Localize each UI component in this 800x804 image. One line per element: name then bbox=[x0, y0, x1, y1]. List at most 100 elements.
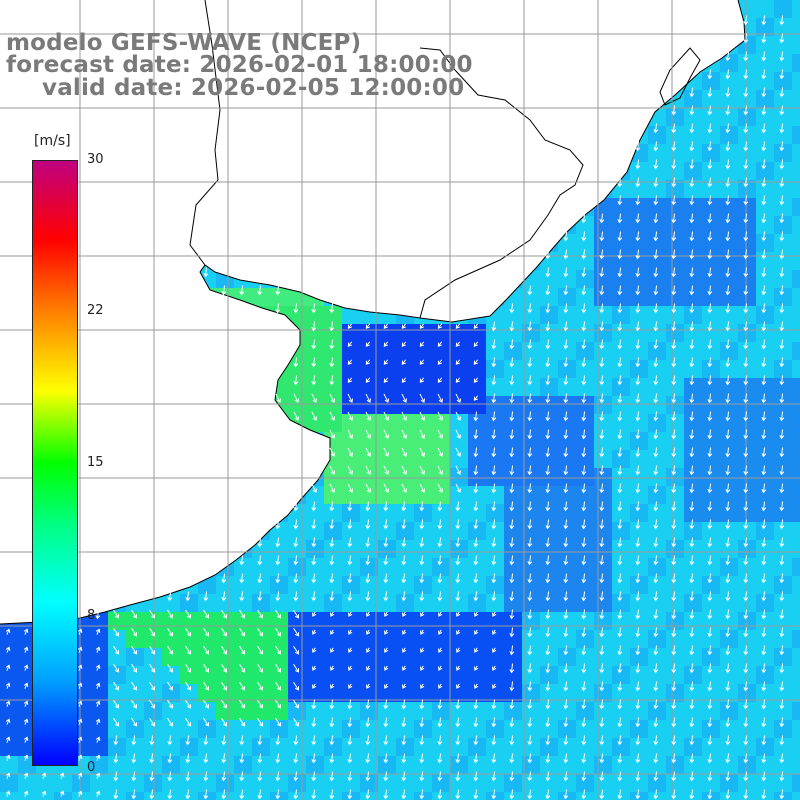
wind-speed-cell bbox=[558, 756, 576, 774]
wind-speed-cell bbox=[540, 702, 558, 720]
wind-speed-cell bbox=[432, 576, 450, 594]
wind-speed-cell bbox=[504, 486, 522, 504]
wind-arrow bbox=[383, 393, 389, 403]
wind-speed-cell bbox=[648, 414, 666, 432]
wind-arrow bbox=[419, 483, 425, 493]
wind-arrow bbox=[419, 555, 425, 566]
wind-speed-cell bbox=[162, 648, 180, 666]
wind-arrow bbox=[599, 501, 605, 512]
wind-arrow bbox=[473, 395, 479, 401]
wind-arrow bbox=[185, 717, 192, 727]
wind-arrow bbox=[725, 249, 731, 260]
wind-arrow bbox=[527, 429, 533, 440]
wind-arrow bbox=[401, 393, 407, 403]
wind-arrow bbox=[113, 645, 120, 655]
wind-speed-cell bbox=[558, 306, 576, 324]
wind-speed-cell bbox=[702, 288, 720, 306]
wind-speed-cell bbox=[360, 468, 378, 486]
wind-arrow bbox=[653, 753, 659, 764]
wind-arrow bbox=[689, 303, 695, 314]
wind-speed-cell bbox=[630, 378, 648, 396]
wind-speed-cell bbox=[558, 450, 576, 468]
wind-arrow bbox=[438, 629, 443, 635]
wind-arrow bbox=[329, 303, 335, 314]
wind-speed-cell bbox=[486, 324, 504, 342]
wind-speed-cell bbox=[792, 144, 800, 162]
wind-speed-cell bbox=[414, 504, 432, 522]
wind-arrow bbox=[167, 789, 173, 800]
wind-speed-cell bbox=[288, 396, 306, 414]
wind-arrow bbox=[311, 303, 317, 314]
wind-arrow bbox=[779, 339, 785, 350]
wind-arrow bbox=[707, 303, 713, 314]
wind-arrow bbox=[509, 447, 515, 458]
wind-arrow bbox=[653, 771, 659, 782]
wind-arrow bbox=[365, 377, 371, 383]
wind-speed-cell bbox=[126, 666, 144, 684]
wind-speed-cell bbox=[306, 504, 324, 522]
wind-arrow bbox=[743, 627, 749, 638]
wind-arrow bbox=[527, 681, 533, 692]
country-border bbox=[419, 47, 584, 319]
wind-speed-cell bbox=[216, 576, 234, 594]
wind-arrow bbox=[311, 375, 317, 386]
wind-arrow bbox=[95, 628, 101, 635]
wind-speed-cell bbox=[522, 450, 540, 468]
wind-speed-cell bbox=[792, 306, 800, 324]
wind-speed-cell bbox=[630, 756, 648, 774]
wind-speed-cell bbox=[666, 324, 684, 342]
wind-speed-cell bbox=[198, 720, 216, 738]
wind-arrow bbox=[77, 790, 83, 797]
wind-arrow bbox=[293, 537, 299, 548]
wind-speed-cell bbox=[594, 486, 612, 504]
wind-speed-cell bbox=[540, 648, 558, 666]
wind-arrow bbox=[473, 377, 479, 383]
wind-arrow bbox=[779, 645, 785, 656]
wind-speed-cell bbox=[252, 684, 270, 702]
wind-arrow bbox=[689, 681, 695, 692]
wind-speed-cell bbox=[792, 702, 800, 720]
wind-arrow bbox=[743, 429, 749, 440]
wind-arrow bbox=[689, 483, 695, 494]
wind-arrow bbox=[689, 537, 695, 548]
wind-speed-cell bbox=[648, 738, 666, 756]
wind-speed-cell bbox=[378, 396, 396, 414]
wind-speed-cell bbox=[396, 648, 414, 666]
wind-speed-cell bbox=[666, 666, 684, 684]
wind-speed-cell bbox=[594, 720, 612, 738]
wind-speed-cell bbox=[72, 774, 90, 792]
wind-arrow bbox=[5, 736, 11, 743]
wind-speed-cell bbox=[540, 288, 558, 306]
wind-speed-cell bbox=[432, 540, 450, 558]
wind-arrow bbox=[779, 159, 785, 170]
wind-arrow bbox=[185, 645, 192, 655]
wind-speed-cell bbox=[558, 504, 576, 522]
wind-arrow bbox=[239, 627, 246, 637]
wind-speed-cell bbox=[504, 756, 522, 774]
wind-speed-cell bbox=[432, 360, 450, 378]
wind-speed-cell bbox=[612, 288, 630, 306]
wind-speed-cell bbox=[144, 738, 162, 756]
wind-arrow bbox=[77, 682, 83, 689]
wind-speed-cell bbox=[720, 306, 738, 324]
wind-speed-cell bbox=[648, 720, 666, 738]
wind-arrow bbox=[671, 465, 677, 476]
wind-arrow bbox=[779, 15, 785, 26]
wind-speed-cell bbox=[414, 378, 432, 396]
wind-speed-cell bbox=[414, 720, 432, 738]
wind-arrow bbox=[635, 159, 641, 170]
wind-speed-cell bbox=[432, 702, 450, 720]
wind-arrow bbox=[689, 411, 695, 422]
wind-arrow bbox=[725, 195, 731, 206]
wind-speed-cell bbox=[360, 594, 378, 612]
wind-arrow bbox=[689, 123, 695, 134]
wind-speed-cell bbox=[576, 360, 594, 378]
wind-arrow bbox=[167, 591, 173, 602]
wind-arrow bbox=[527, 771, 533, 782]
wind-speed-cell bbox=[504, 360, 522, 378]
wind-speed-cell bbox=[198, 630, 216, 648]
wind-speed-cell bbox=[144, 702, 162, 720]
wind-speed-cell bbox=[450, 702, 468, 720]
wind-arrow bbox=[707, 357, 713, 368]
wind-arrow bbox=[491, 753, 497, 764]
